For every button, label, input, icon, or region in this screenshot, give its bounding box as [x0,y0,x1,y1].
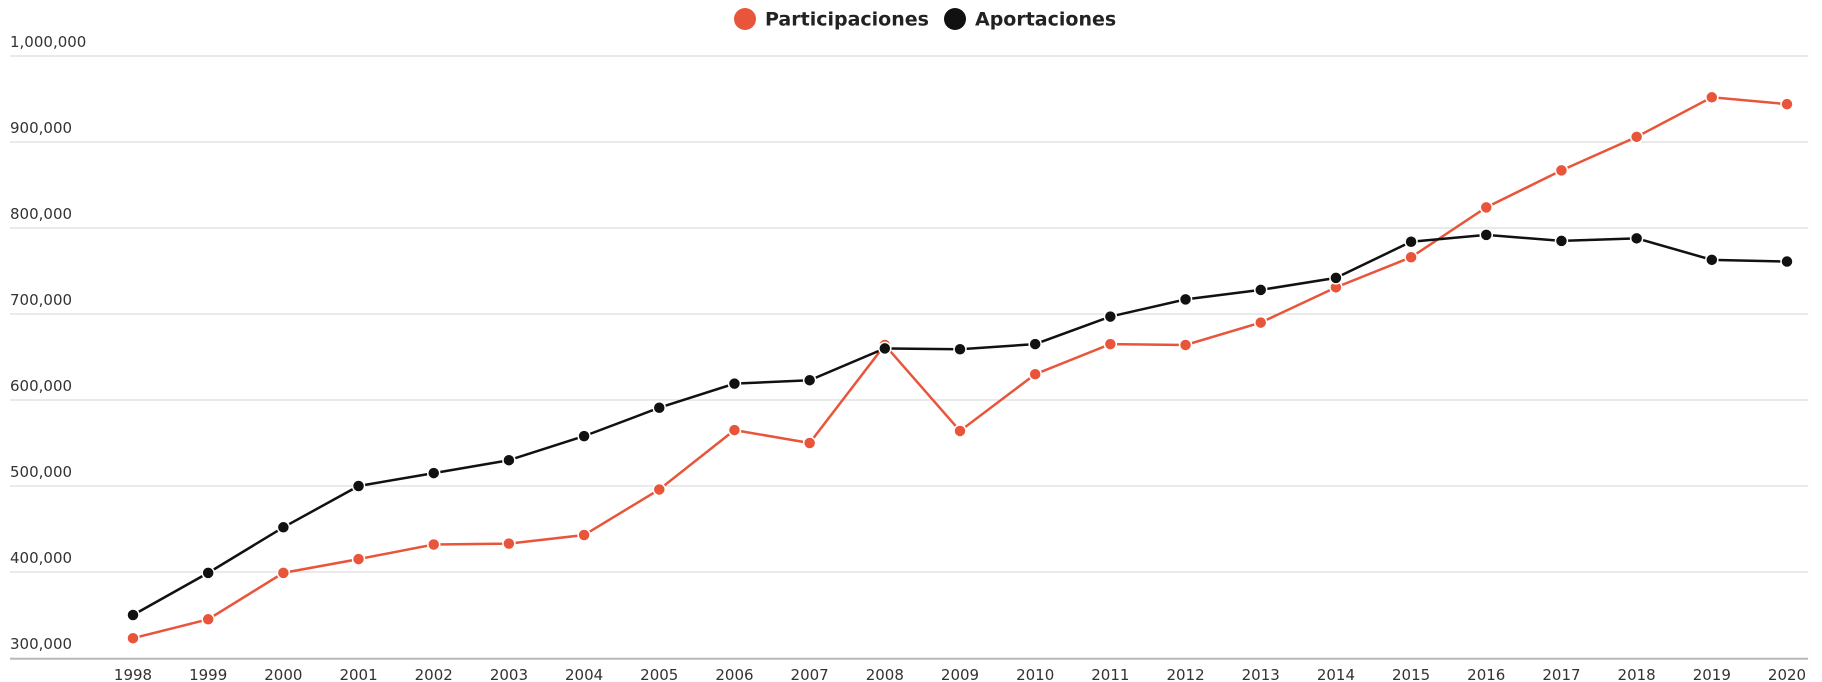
data-point [953,342,967,357]
x-tick-label: 2010 [1016,666,1054,682]
legend-marker [734,8,756,30]
x-tick-label: 2018 [1618,666,1656,682]
x-tick-label: 2001 [339,666,377,682]
x-tick-label: 2011 [1091,666,1129,682]
data-point [201,566,215,580]
x-tick-label: 2003 [490,666,528,682]
x-tick-label: 2009 [941,666,979,682]
data-point [1705,253,1719,267]
legend-marker [944,8,966,30]
data-point [953,424,967,438]
x-tick-label: 2004 [565,666,603,682]
x-tick-label: 2015 [1392,666,1430,682]
data-point [1629,130,1644,144]
data-point [276,520,291,535]
x-tick-label: 2020 [1768,666,1806,682]
series-line [132,96,1788,640]
data-point [1253,315,1268,330]
x-tick-label: 2002 [415,666,453,682]
y-tick-label: 500,000 [10,463,72,481]
y-tick-label: 700,000 [10,291,72,309]
legend-label: Participaciones [765,9,929,31]
x-tick-label: 2017 [1542,666,1580,682]
data-point [1780,254,1794,269]
data-point [802,436,817,450]
data-point [577,429,591,443]
data-point [577,528,591,542]
x-tick-label: 2008 [866,666,904,682]
data-point [878,341,892,356]
data-point [351,552,366,566]
data-point [502,536,516,551]
data-point [1028,337,1042,351]
y-tick-label: 300,000 [10,635,72,653]
data-point [1253,283,1268,297]
x-tick-label: 1998 [114,666,152,682]
data-point [426,466,441,480]
data-point [1329,271,1343,285]
x-tick-label: 2000 [264,666,302,682]
y-tick-label: 600,000 [10,377,72,395]
data-point [1479,228,1494,242]
x-tick-label: 2007 [791,666,829,682]
y-tick-label: 1,000,000 [10,33,86,51]
data-point [1103,337,1118,351]
data-point [727,376,742,391]
data-point [1404,235,1418,249]
x-tick-label: 2012 [1166,666,1204,682]
x-tick-label: 2016 [1467,666,1505,682]
data-point [652,482,667,497]
x-tick-label: 1999 [189,666,227,682]
x-tick-label: 2019 [1693,666,1731,682]
x-tick-label: 2005 [640,666,678,682]
data-point [276,566,291,580]
data-point [652,400,667,415]
data-point [126,608,140,622]
data-point [802,373,817,387]
data-point [351,479,366,493]
x-tick-label: 2006 [715,666,753,682]
data-point [727,423,742,437]
x-tick-label: 2013 [1242,666,1280,682]
y-tick-label: 900,000 [10,119,72,137]
data-point [1554,163,1569,178]
data-point [1479,200,1494,215]
y-tick-label: 400,000 [10,549,72,567]
x-tick-label: 2014 [1317,666,1355,682]
data-point [426,537,441,552]
data-point [1028,367,1042,381]
data-point [1780,97,1794,111]
data-point [1705,90,1719,105]
y-tick-label: 800,000 [10,205,72,223]
data-point [1103,309,1118,324]
data-point [126,631,140,645]
data-point [1629,231,1644,246]
legend-label: Aportaciones [975,9,1116,31]
data-point [1554,234,1569,248]
data-point [1404,250,1418,264]
data-point [502,453,516,467]
data-point [201,612,215,627]
data-point [1178,292,1193,307]
data-point [1178,338,1193,352]
